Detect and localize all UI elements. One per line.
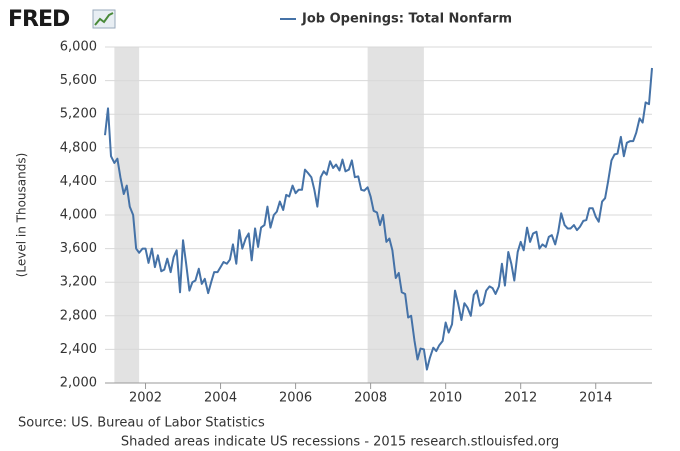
y-tick-label: 2,800 xyxy=(60,308,97,323)
y-tick-label: 4,000 xyxy=(60,208,97,223)
y-tick-label: 4,800 xyxy=(60,140,97,155)
legend-label: Job Openings: Total Nonfarm xyxy=(301,12,512,27)
x-tick-label: 2008 xyxy=(354,391,387,406)
y-tick-label: 2,400 xyxy=(60,342,97,357)
y-tick-label: 4,400 xyxy=(60,174,97,189)
y-axis-label: (Level in Thousands) xyxy=(15,153,29,278)
x-tick-label: 2006 xyxy=(279,391,312,406)
x-tick-label: 2004 xyxy=(204,391,237,406)
y-tick-label: 3,200 xyxy=(60,275,97,290)
x-tick-label: 2012 xyxy=(504,391,537,406)
series-line xyxy=(104,67,653,371)
x-tick-label: 2002 xyxy=(129,391,162,406)
y-tick-label: 2,000 xyxy=(60,376,97,391)
logo: FRED xyxy=(8,7,70,32)
x-tick-label: 2014 xyxy=(579,391,612,406)
note: Shaded areas indicate US recessions - 20… xyxy=(121,435,559,450)
y-tick-label: 5,200 xyxy=(60,107,97,122)
logo-icon xyxy=(92,9,116,29)
source: Source: US. Bureau of Labor Statistics xyxy=(18,416,265,431)
y-tick-label: 3,600 xyxy=(60,241,97,256)
y-tick-label: 5,600 xyxy=(60,73,97,88)
x-tick-label: 2010 xyxy=(429,391,462,406)
y-tick-label: 6,000 xyxy=(60,40,97,55)
